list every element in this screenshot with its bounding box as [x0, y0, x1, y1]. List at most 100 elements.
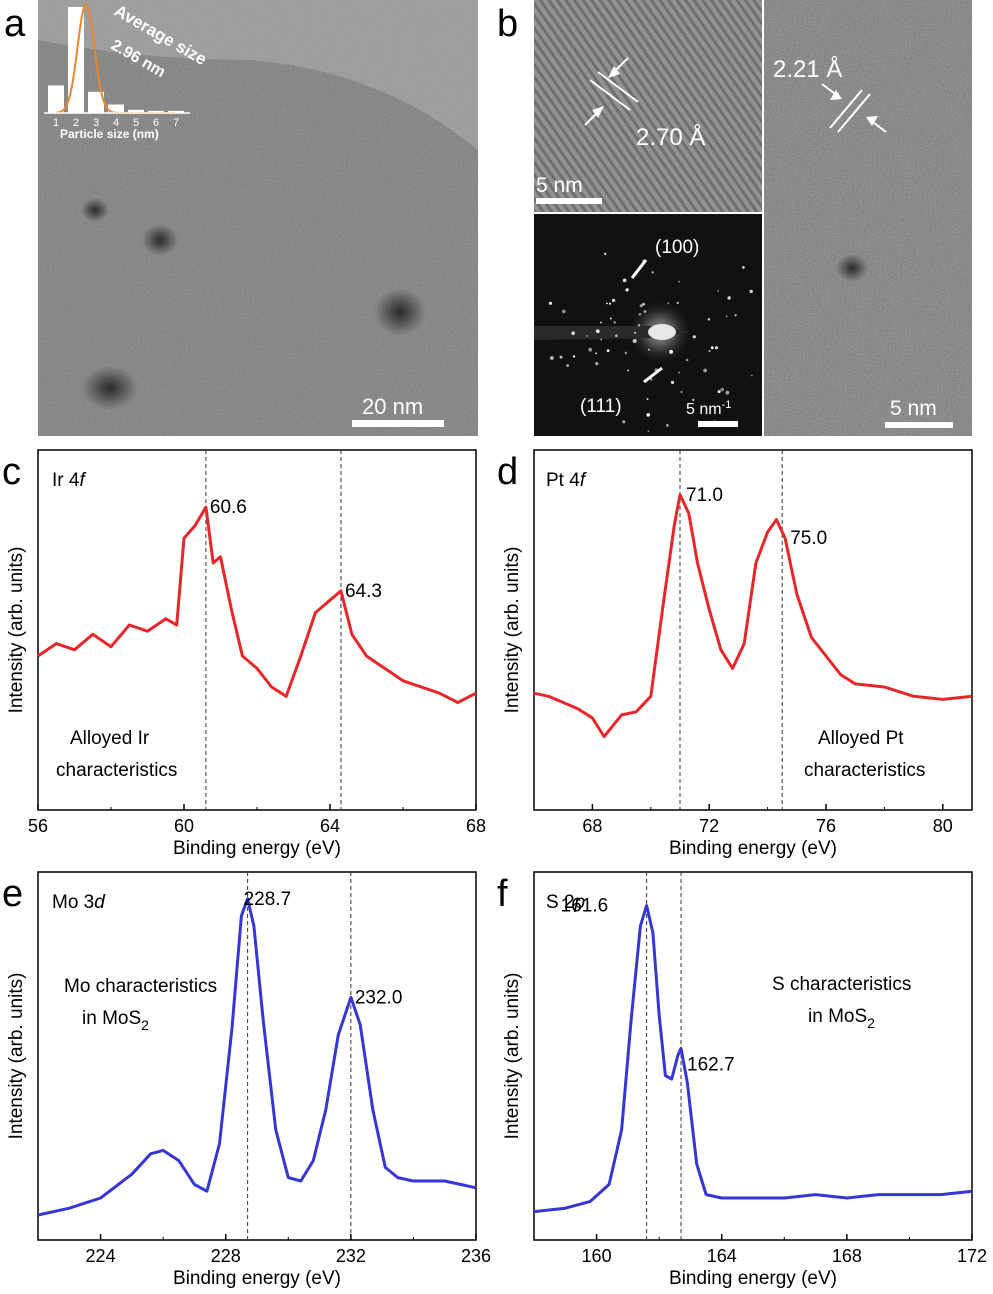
- plot-frame-d: [533, 449, 973, 811]
- diffraction-spot: [685, 358, 689, 362]
- panel-e-element: Mo 3d: [52, 892, 106, 913]
- lattice-spacing-2: 2.21 Å: [773, 55, 842, 83]
- hrtem-image-2-noise: [764, 0, 972, 436]
- fringe-marker-1b: [597, 71, 639, 103]
- xtick-label-e-2: 232: [336, 1246, 366, 1266]
- diffraction-spot: [670, 349, 673, 352]
- histogram-tick-6: 6: [153, 117, 159, 129]
- histogram-tick-7: 7: [173, 117, 179, 129]
- diffraction-spot: [725, 315, 728, 318]
- panel-letter-e: e: [2, 873, 23, 915]
- diffraction-spot: [634, 331, 637, 334]
- fringe-marker-2b: [837, 93, 871, 133]
- panel-d-note-2: characteristics: [804, 760, 925, 781]
- diffraction-spot: [692, 335, 696, 339]
- diffraction-spot: [615, 334, 618, 338]
- lattice-spacing-1: 2.70 Å: [636, 123, 705, 151]
- histogram-bar-3: [88, 91, 104, 113]
- xtick-label-e-0: 224: [86, 1246, 116, 1266]
- diffraction-spot: [606, 302, 608, 305]
- diffraction-spot: [727, 296, 731, 300]
- diffraction-spot: [609, 317, 612, 320]
- histogram-bar-5: [128, 109, 144, 113]
- diffraction-spot: [742, 266, 745, 269]
- diffraction-spot: [650, 378, 653, 381]
- histogram-bar-7: [168, 110, 184, 113]
- panel-c-element: Ir 4f: [52, 470, 86, 491]
- diffraction-spot: [624, 351, 628, 355]
- spectrum-line-e: [37, 897, 477, 1217]
- diffraction-spot: [625, 288, 629, 292]
- saed-marker-100: [630, 259, 648, 279]
- histogram-tick-1: 1: [53, 117, 59, 129]
- diffraction-spot: [600, 321, 602, 324]
- xtick-label-e-1: 228: [211, 1246, 241, 1266]
- diffraction-spot: [666, 424, 669, 427]
- diffraction-spots: [548, 252, 753, 433]
- fringe-arrowhead-2a: [830, 90, 842, 100]
- tem-image-a-bright-region: [38, 0, 478, 150]
- peak-label-d-0: 71.0: [686, 485, 723, 506]
- saed-center-spot: [648, 324, 676, 340]
- diffraction-spot: [678, 371, 680, 374]
- diffraction-spot: [548, 301, 553, 305]
- diffraction-spot: [749, 289, 753, 294]
- plot-frame-f: [533, 871, 973, 1241]
- panel-f-note-1: S characteristics: [772, 974, 911, 995]
- fringe-arrowhead-1b: [592, 106, 604, 118]
- xtick-label-c-1: 60: [174, 816, 194, 836]
- diffraction-spot: [720, 387, 724, 392]
- diffraction-spot: [680, 390, 683, 394]
- nanoparticle-4: [81, 198, 109, 222]
- plot-frame-c: [37, 449, 477, 811]
- diffraction-spot: [566, 364, 569, 367]
- panel-e: e 228.7 232.0 224 228 232 236 Binding energy (…: [2, 871, 491, 1289]
- scale-bar-saed: [698, 421, 738, 427]
- diffraction-spot: [632, 339, 637, 343]
- diffraction-spot: [637, 324, 641, 327]
- diffraction-spot: [588, 347, 593, 352]
- scale-bar-b1-label: 5 nm: [536, 174, 583, 197]
- xtick-label-c-0: 56: [28, 816, 48, 836]
- diffraction-spot: [559, 355, 563, 359]
- xtick-label-f-0: 160: [582, 1246, 612, 1266]
- diffraction-spot: [595, 362, 599, 366]
- diffraction-spot: [627, 369, 630, 372]
- histogram-tick-4: 4: [113, 117, 119, 129]
- diffraction-spot: [646, 413, 650, 417]
- fringe-marker-2a: [829, 89, 863, 129]
- ylabel-d: Intensity (arb. units): [502, 547, 523, 714]
- diffraction-spot: [595, 352, 598, 355]
- diffraction-spot: [643, 310, 647, 313]
- diffraction-spot: [676, 301, 679, 305]
- xlabel-f: Binding energy (eV): [669, 1268, 837, 1289]
- diffraction-spot: [734, 314, 737, 317]
- spectrum-line-d: [533, 493, 973, 739]
- diffraction-spot: [600, 338, 602, 341]
- histogram-tick-3: 3: [93, 117, 99, 129]
- histogram-bar-4: [108, 104, 124, 113]
- diffraction-spot: [638, 312, 642, 316]
- scale-bar-b2-label: 5 nm: [890, 397, 937, 420]
- xtick-label-d-1: 72: [699, 816, 719, 836]
- panel-e-note-2: in MoS2: [82, 1008, 149, 1033]
- spectrum-line-f: [533, 904, 973, 1214]
- diffraction-spot: [562, 309, 566, 314]
- diffraction-spot: [642, 302, 645, 306]
- nanoparticle-5: [836, 254, 868, 282]
- diffraction-spot: [639, 304, 643, 308]
- histogram-tick-2: 2: [73, 117, 79, 129]
- scale-bar-a: [352, 420, 444, 427]
- panel-letter-a: a: [4, 3, 26, 45]
- xtick-label-f-3: 172: [957, 1246, 987, 1266]
- panel-d: d 71.0 75.0 68 72 76 80 Binding energy (eV) Int…: [497, 449, 973, 859]
- diffraction-spot: [651, 271, 654, 274]
- diffraction-spot: [648, 348, 650, 351]
- panel-letter-d: d: [497, 451, 518, 493]
- xtick-label-e-3: 236: [461, 1246, 491, 1266]
- peak-label-e-1: 232.0: [355, 987, 403, 1008]
- fringe-arrowhead-2b: [866, 116, 878, 126]
- panel-d-note-1: Alloyed Pt: [818, 728, 904, 749]
- plane-label-111: (111): [580, 396, 622, 417]
